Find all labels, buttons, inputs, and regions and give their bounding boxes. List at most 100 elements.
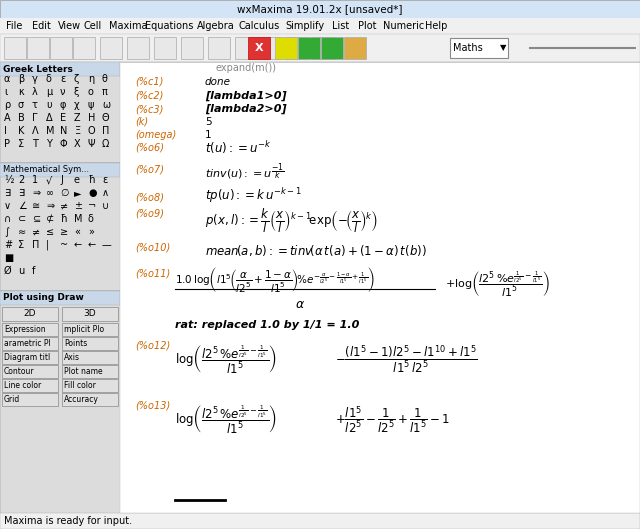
Text: Α: Α (4, 113, 11, 123)
Text: ν: ν (60, 87, 65, 97)
Text: Ο: Ο (88, 126, 95, 136)
Text: Maths: Maths (453, 43, 483, 53)
Text: 3D: 3D (84, 309, 96, 318)
Text: ≈: ≈ (18, 227, 26, 237)
Text: (k): (k) (135, 117, 148, 127)
Bar (344, 37, 366, 59)
Text: M: M (74, 214, 83, 224)
Text: ⊂: ⊂ (18, 214, 26, 224)
Text: ±: ± (74, 201, 82, 211)
Bar (450, 38, 508, 58)
Text: ⇒: ⇒ (32, 188, 40, 198)
Text: Ø: Ø (4, 266, 12, 276)
Text: $\alpha$: $\alpha$ (295, 298, 305, 311)
Text: (%c3): (%c3) (135, 104, 163, 114)
Text: ζ: ζ (74, 74, 79, 84)
Text: $t\left(u\right):=u^{-k}$: $t\left(u\right):=u^{-k}$ (205, 140, 271, 157)
Text: Edit: Edit (32, 21, 51, 31)
Text: ħ: ħ (60, 214, 67, 224)
Bar (62, 393, 118, 406)
Text: (%o10): (%o10) (135, 243, 170, 253)
Text: View: View (58, 21, 81, 31)
Text: 2: 2 (18, 175, 24, 185)
Text: Τ: Τ (32, 139, 38, 149)
Text: ∃: ∃ (18, 188, 24, 198)
Text: [lambda2>0]: [lambda2>0] (205, 104, 287, 114)
Bar (2, 393, 58, 406)
Bar (62, 351, 118, 364)
Text: μ: μ (46, 87, 52, 97)
Bar (0, 291, 120, 305)
Bar (120, 62, 640, 513)
Text: (%o6): (%o6) (135, 143, 164, 153)
Bar (258, 37, 280, 59)
Text: Κ: Κ (18, 126, 24, 136)
Text: |: | (46, 240, 49, 250)
Bar (181, 37, 203, 59)
Text: 1: 1 (205, 130, 212, 140)
Text: ο: ο (88, 87, 94, 97)
Text: Calculus: Calculus (239, 21, 280, 31)
Text: (%o12): (%o12) (135, 340, 170, 350)
Text: $+\log\!\left(\dfrac{l2^5\,\%e^{\frac{1}{l2^5}-\frac{1}{l1^5}}}{l1^5}\right)$: $+\log\!\left(\dfrac{l2^5\,\%e^{\frac{1}… (445, 269, 550, 298)
Text: κ: κ (18, 87, 24, 97)
Text: Ζ: Ζ (74, 113, 81, 123)
Text: 5: 5 (205, 117, 212, 127)
Text: (%o13): (%o13) (135, 400, 170, 410)
Text: ∅: ∅ (60, 188, 68, 198)
Text: 2D: 2D (24, 309, 36, 318)
Bar (0, 62, 120, 529)
Text: δ: δ (88, 214, 94, 224)
Bar (235, 37, 257, 59)
Text: e: e (74, 175, 80, 185)
Text: ←: ← (74, 240, 82, 250)
Text: Ξ: Ξ (74, 126, 80, 136)
Text: α: α (4, 74, 10, 84)
Text: ●: ● (88, 188, 97, 198)
Text: Θ: Θ (102, 113, 109, 123)
Bar (62, 323, 118, 336)
Text: ≥: ≥ (60, 227, 68, 237)
Bar (127, 37, 149, 59)
Text: φ: φ (60, 100, 67, 110)
Text: ⇒: ⇒ (46, 201, 54, 211)
Text: ∪: ∪ (102, 201, 109, 211)
Text: δ: δ (46, 74, 52, 84)
Bar (100, 37, 122, 59)
Text: Help: Help (425, 21, 447, 31)
Bar (0, 18, 640, 34)
Text: J: J (60, 175, 63, 185)
Text: Ε: Ε (60, 113, 66, 123)
Text: π: π (102, 87, 108, 97)
Bar (62, 337, 118, 350)
Text: ←: ← (88, 240, 96, 250)
Text: Diagram titl: Diagram titl (4, 353, 51, 362)
Text: Grid: Grid (4, 395, 20, 404)
Text: λ: λ (32, 87, 38, 97)
Text: ω: ω (102, 100, 110, 110)
Text: β: β (18, 74, 24, 84)
Text: (%o8): (%o8) (135, 192, 164, 202)
Text: wxMaxima 19.01.2x [unsaved*]: wxMaxima 19.01.2x [unsaved*] (237, 4, 403, 14)
Bar (0, 290, 120, 291)
Text: $\log\!\left(\dfrac{l2^5\,\%e^{\frac{1}{l2^5}-\frac{1}{l1^5}}}{l1^5}\right)$: $\log\!\left(\dfrac{l2^5\,\%e^{\frac{1}{… (175, 404, 277, 436)
Text: ι: ι (4, 87, 7, 97)
Text: done: done (205, 77, 231, 87)
Text: Plot name: Plot name (64, 367, 102, 376)
Bar (73, 37, 95, 59)
Text: ε: ε (102, 175, 108, 185)
Text: Λ: Λ (32, 126, 38, 136)
Text: Axis: Axis (64, 353, 80, 362)
Text: Contour: Contour (4, 367, 35, 376)
Text: Greek Letters: Greek Letters (3, 65, 73, 74)
Text: (%o9): (%o9) (135, 208, 164, 218)
Text: (%o7): (%o7) (135, 165, 164, 175)
Text: Μ: Μ (46, 126, 54, 136)
Text: —: — (102, 240, 112, 250)
Text: Η: Η (88, 113, 95, 123)
Bar (321, 37, 343, 59)
Text: (omega): (omega) (135, 130, 176, 140)
Text: ∧: ∧ (102, 188, 109, 198)
Text: ⊄: ⊄ (46, 214, 54, 224)
Text: mplicit Plo: mplicit Plo (64, 325, 104, 334)
